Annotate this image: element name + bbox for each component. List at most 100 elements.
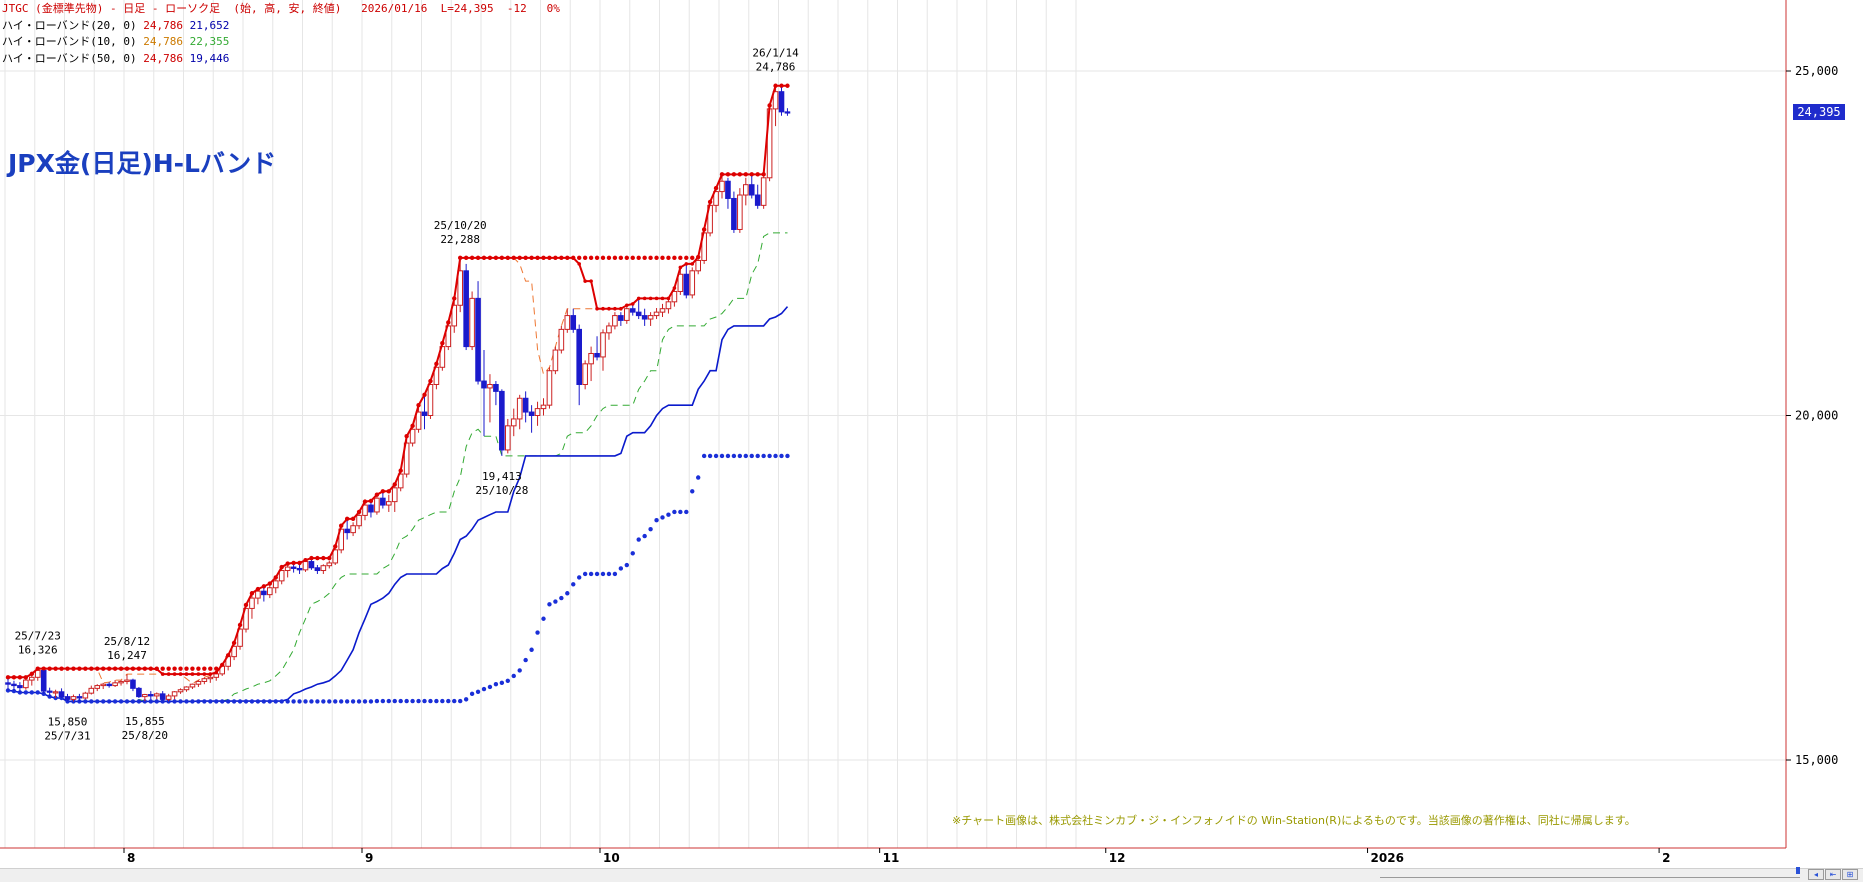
x-tick-label: 10 [603, 851, 620, 865]
band50-high-dot [648, 255, 653, 261]
candle-bear [522, 397, 529, 413]
zoom-in-icon[interactable]: ⊞ [1842, 869, 1858, 880]
candle-bear [261, 590, 267, 596]
band20-high-dot [339, 523, 344, 528]
band20-high-dot [416, 403, 421, 407]
band20-high-dot [553, 256, 558, 260]
band20-high-dot [30, 672, 34, 676]
candle-bull [743, 184, 749, 196]
last-price-badge: 24,395 [1793, 104, 1845, 120]
band50-low-dot [130, 699, 136, 704]
band50-low-dot [339, 699, 344, 704]
legend-band-50-low: 19,446 [189, 52, 230, 65]
band50-low-dot [511, 673, 516, 679]
band20-high-dot [89, 666, 94, 671]
band20-high-dot [268, 581, 272, 586]
candle-bull [457, 270, 463, 306]
zoom-out-icon[interactable]: ⇤ [1825, 869, 1841, 880]
candle-bull [70, 696, 77, 700]
band50-low-dot [172, 699, 177, 704]
band20-high-dot [387, 489, 391, 494]
band50-low-dot [481, 686, 487, 692]
candle-bull [540, 404, 547, 410]
band50-high-dot [172, 666, 177, 671]
candle-bull [356, 514, 362, 527]
candle-bear [308, 561, 315, 569]
band50-low-dot [440, 698, 445, 704]
candle-bear [528, 411, 535, 416]
candle-bull [326, 562, 333, 567]
band20-high-dot [410, 424, 415, 428]
legend-band-10-label: ハイ・ローバンド(10, 0) [2, 35, 137, 48]
scroll-thumb[interactable] [1796, 867, 1800, 874]
candle-bear [635, 311, 642, 317]
band20-high-dot [101, 666, 105, 671]
candle-bull [653, 311, 660, 317]
candle-bull [582, 363, 588, 385]
candle-bull [516, 397, 523, 420]
band20-high-dot [440, 341, 445, 345]
band50-low-dot [196, 699, 201, 704]
band20-high-dot [107, 666, 111, 671]
band50-low-dot [214, 699, 219, 704]
legend-band-50-label: ハイ・ローバンド(50, 0) [2, 52, 137, 65]
candle-bear [683, 273, 690, 296]
candle-bull [249, 597, 255, 609]
band50-low-dot [761, 453, 766, 459]
band50-low-dot [386, 698, 391, 704]
scroll-left-icon[interactable]: ◂ [1808, 869, 1824, 880]
band50-low-dot [291, 699, 296, 704]
band20-high-dot [511, 256, 516, 260]
band50-low-dot [374, 698, 380, 704]
candle-bull [332, 549, 339, 564]
band50-low-dot [463, 697, 469, 702]
low-annotation-date: 25/10/28 [475, 484, 528, 497]
y-tick-label: 25,000 [1795, 64, 1838, 78]
band50-low-dot [118, 699, 124, 704]
band20-high-dot [470, 256, 474, 260]
candle-bull [267, 587, 273, 596]
band50-low-dot [350, 699, 356, 704]
band20-high-dot [297, 561, 302, 565]
band50-high-dot [594, 255, 600, 261]
candle-bear [159, 693, 166, 700]
candle-bull [183, 686, 190, 691]
band50-low-dot [154, 699, 159, 704]
band20-high-dot [500, 256, 504, 260]
bottom-scroll-bar[interactable] [0, 868, 1863, 882]
band50-low-dot [577, 575, 582, 580]
band50-low-dot [333, 699, 338, 704]
band50-low-dot [124, 699, 130, 704]
band50-low-dot [755, 453, 760, 459]
overlay-title: JPX金(日足)H-Lバンド [8, 149, 277, 178]
band20-high-dot [523, 256, 528, 260]
candle-bear [594, 352, 600, 358]
band20-high-dot [785, 83, 790, 88]
band50-low-dot [582, 571, 588, 577]
candle-bear [296, 567, 303, 571]
candle-bull [600, 332, 606, 358]
candle-bull [189, 683, 196, 688]
scroll-track[interactable] [1380, 871, 1800, 878]
band20-high-dot [291, 561, 296, 565]
band50-low-dot [713, 453, 719, 459]
band20-high-dot [619, 306, 623, 311]
band50-low-dot [565, 591, 570, 596]
candle-bear [731, 197, 737, 230]
high-annotation-date: 25/8/12 [104, 635, 150, 648]
candle-bull [558, 328, 565, 351]
band20-high-dot [327, 556, 332, 560]
band50-low-dot [315, 699, 320, 704]
band50-high-dot [660, 255, 665, 261]
band50-low-dot [654, 518, 659, 523]
band20-high-dot [125, 666, 129, 671]
band20-high-dot [690, 262, 695, 266]
band50-low-dot [392, 698, 397, 704]
band20-high-dot [666, 296, 671, 301]
high-annotation-date: 25/10/20 [434, 219, 487, 232]
low-annotation-date: 25/7/31 [44, 729, 90, 742]
band20-high-dot [238, 623, 242, 627]
band50-low-dot [588, 571, 594, 577]
candle-bear [725, 180, 731, 199]
